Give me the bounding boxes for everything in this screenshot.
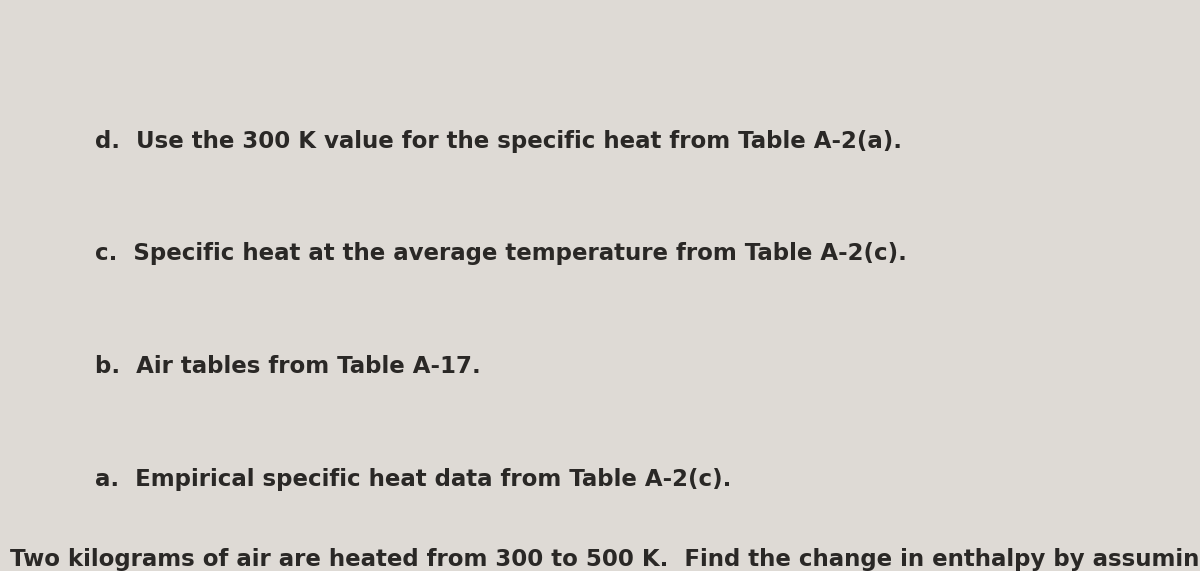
Text: b.  Air tables from Table A-17.: b. Air tables from Table A-17. <box>95 355 481 378</box>
Text: c.  Specific heat at the average temperature from Table A-2(c).: c. Specific heat at the average temperat… <box>95 242 907 265</box>
Text: d.  Use the 300 K value for the specific heat from Table A-2(a).: d. Use the 300 K value for the specific … <box>95 130 902 153</box>
Text: a.  Empirical specific heat data from Table A-2(c).: a. Empirical specific heat data from Tab… <box>95 468 731 491</box>
Text: Two kilograms of air are heated from 300 to 500 K.  Find the change in enthalpy : Two kilograms of air are heated from 300… <box>10 548 1200 571</box>
